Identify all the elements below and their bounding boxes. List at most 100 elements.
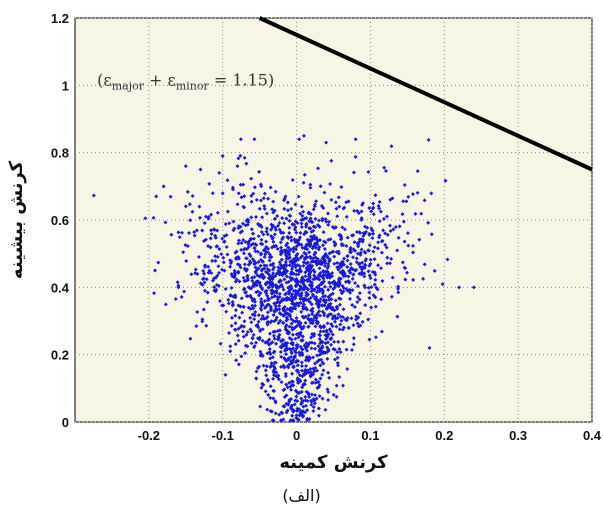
scatter-point [241, 275, 246, 280]
scatter-point [198, 167, 203, 172]
line-major-minor-limit [258, 16, 593, 172]
scatter-point [309, 259, 314, 264]
scatter-point [270, 355, 275, 360]
scatter-point [273, 366, 277, 371]
scatter-point [298, 353, 302, 358]
scatter-point [235, 202, 240, 207]
scatter-point [192, 230, 197, 235]
scatter-point [410, 192, 415, 197]
scatter-point [239, 354, 244, 359]
scatter-point [249, 193, 254, 198]
scatter-point [278, 240, 283, 245]
scatter-point [323, 260, 328, 265]
scatter-point [322, 247, 327, 252]
scatter-point [273, 304, 278, 308]
scatter-point [280, 216, 285, 221]
scatter-point [248, 237, 253, 241]
scatter-point [233, 321, 238, 326]
scatter-point [326, 287, 331, 292]
scatter-point [326, 222, 331, 227]
scatter-point [239, 247, 244, 252]
scatter-point [333, 242, 338, 247]
scatter-point [323, 258, 328, 263]
scatter-point [311, 207, 316, 212]
scatter-point [357, 239, 362, 244]
scatter-point [283, 312, 288, 317]
scatter-point [203, 237, 208, 242]
annotation-equation: (εmajor + εminor = 1.15) [97, 70, 274, 92]
scatter-point [381, 228, 386, 233]
scatter-point [313, 361, 318, 366]
scatter-point [312, 233, 317, 238]
annotation-sub-minor: minor [176, 79, 210, 92]
scatter-point [315, 242, 320, 247]
scatter-point [251, 306, 256, 311]
scatter-point [363, 285, 368, 290]
scatter-point [320, 309, 325, 314]
scatter-point [333, 298, 338, 303]
scatter-point [288, 247, 293, 252]
scatter-point [192, 233, 197, 238]
scatter-point [426, 220, 431, 225]
scatter-point [277, 310, 282, 315]
scatter-point [378, 209, 383, 214]
scatter-point [332, 261, 337, 266]
scatter-point [154, 194, 159, 199]
scatter-point [225, 178, 230, 183]
scatter-point [457, 285, 462, 290]
scatter-point [233, 342, 238, 347]
scatter-point [337, 204, 342, 209]
scatter-point [308, 256, 313, 261]
scatter-point [219, 252, 224, 257]
scatter-point [198, 215, 202, 220]
scatter-point [277, 227, 282, 232]
scatter-point [318, 313, 323, 318]
scatter-point [254, 197, 259, 202]
annotation-part-1: (ε [97, 70, 112, 89]
scatter-point [403, 277, 408, 282]
scatter-point [359, 216, 364, 221]
scatter-point [294, 247, 298, 252]
scatter-point [238, 153, 243, 158]
scatter-point [264, 211, 269, 216]
scatter-point [282, 297, 287, 302]
scatter-point [294, 413, 299, 418]
scatter-point [241, 182, 246, 187]
scatter-point [231, 228, 236, 233]
scatter-point [248, 315, 253, 320]
scatter-point [335, 355, 340, 360]
scatter-point [187, 230, 192, 235]
scatter-point [272, 360, 277, 365]
scatter-point [369, 209, 374, 214]
scatter-point [209, 228, 214, 233]
scatter-point [274, 271, 279, 276]
scatter-point [263, 246, 268, 251]
scatter-point [404, 199, 409, 204]
scatter-point [315, 359, 320, 364]
scatter-point [205, 290, 210, 295]
scatter-point [315, 297, 320, 302]
scatter-point [185, 189, 190, 194]
scatter-point [156, 260, 161, 265]
scatter-point [355, 295, 360, 300]
scatter-point [429, 191, 434, 196]
scatter-point [273, 216, 278, 221]
scatter-point [181, 250, 186, 255]
scatter-point [225, 209, 230, 214]
scatter-point [252, 344, 257, 349]
scatter-point [325, 345, 330, 350]
scatter-point [371, 201, 376, 206]
scatter-point [263, 289, 268, 294]
scatter-point [308, 185, 313, 190]
scatter-point [240, 310, 245, 315]
scatter-point [234, 249, 239, 254]
scatter-point [241, 251, 246, 256]
scatter-point [239, 296, 244, 301]
scatter-point [368, 257, 373, 262]
scatter-point [271, 350, 276, 355]
scatter-point [206, 244, 211, 249]
scatter-point [367, 205, 372, 210]
scatter-point [258, 241, 263, 246]
scatter-point [263, 281, 268, 286]
scatter-point [335, 306, 340, 311]
